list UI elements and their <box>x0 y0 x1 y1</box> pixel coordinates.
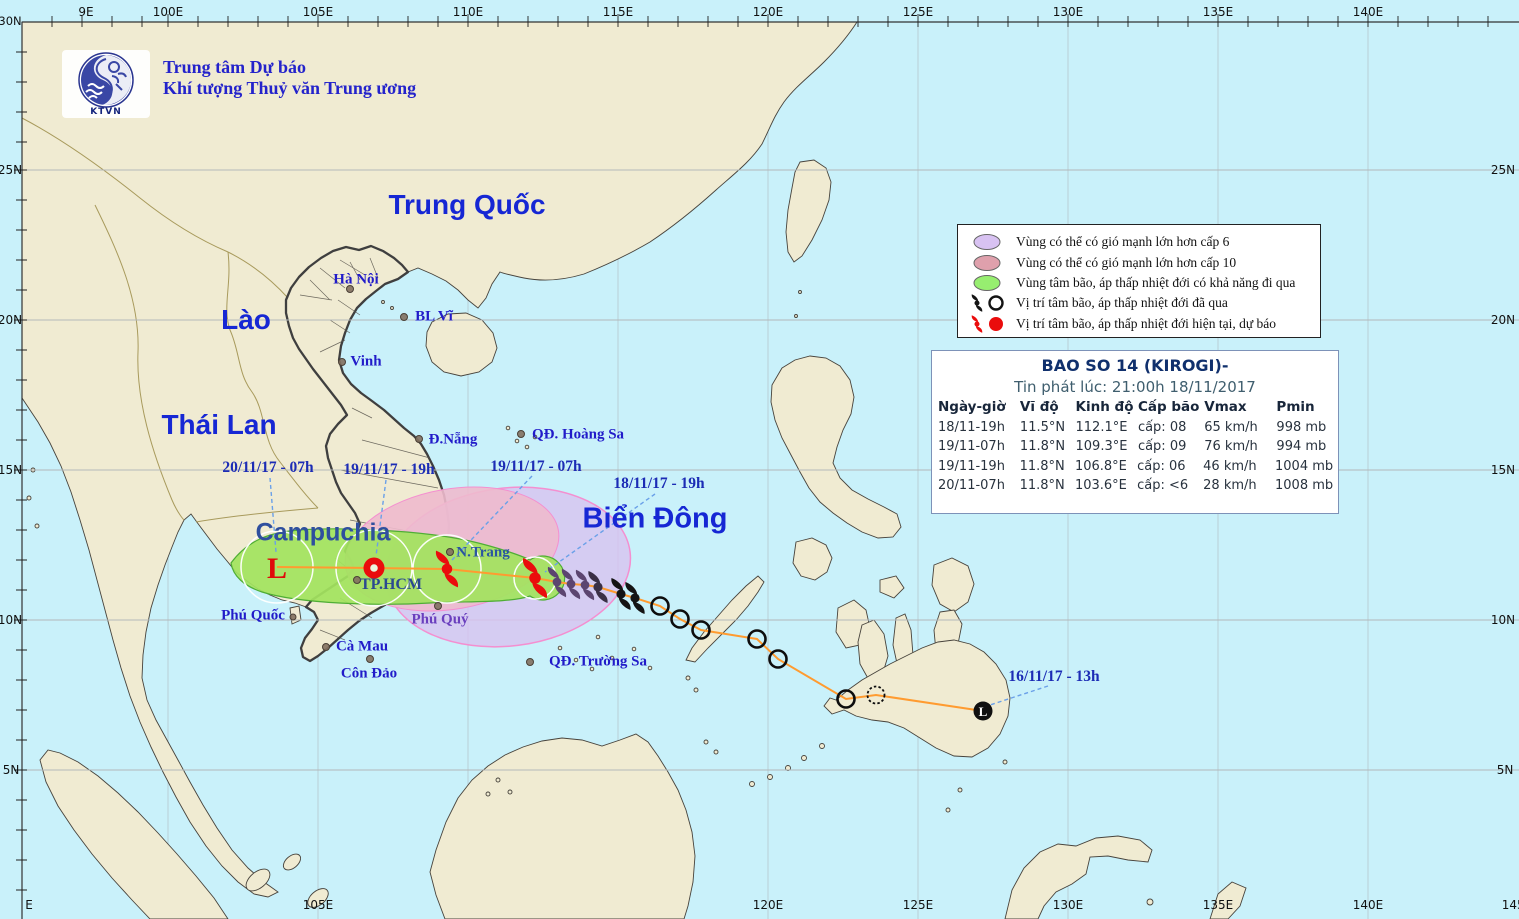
legend-row-current: Vị trí tâm bão, áp thấp nhiệt đới hiện t… <box>958 314 1320 334</box>
cell: 11.5°N <box>1019 419 1066 435</box>
legend-ellipse-pink-icon <box>958 254 1016 272</box>
mindanao-island <box>823 639 1011 758</box>
mindoro-island <box>792 537 833 581</box>
city-dots <box>289 285 534 666</box>
landmasses <box>21 21 1247 919</box>
storm-table-title: BAO SO 14 (KIROGI)- <box>1041 356 1229 375</box>
cell: 46 km/h <box>1203 458 1257 474</box>
org-name-line2: Khí tượng Thuỷ văn Trung ương <box>163 78 417 98</box>
cell: cấp: 09 <box>1137 439 1187 454</box>
cell: 109.3°E <box>1075 439 1128 454</box>
cell: 19/11-19h <box>938 458 1005 474</box>
masbate-island <box>879 575 905 599</box>
cell: 20/11-07h <box>938 478 1005 493</box>
svg-text:L: L <box>979 704 988 719</box>
track-corridor-zone <box>230 528 566 605</box>
samar-island <box>931 557 975 613</box>
storm-info-table: BAO SO 14 (KIROGI)- Tin phát lúc: 21:00h… <box>931 350 1339 514</box>
cell: 103.6°E <box>1074 478 1127 493</box>
cell: cấp: 06 <box>1137 458 1186 474</box>
label-leader-lines <box>269 475 1049 706</box>
cell: 11.8°N <box>1019 439 1066 454</box>
cell: 65 km/h <box>1204 419 1258 435</box>
legend-row-wind6: Vùng có thể có gió mạnh lớn hơn cấp 6 <box>958 232 1320 252</box>
hainan-island <box>425 312 498 377</box>
org-name: Trung tâm Dự báo Khí tượng Thuỷ văn Trun… <box>163 57 416 99</box>
palawan-island <box>685 575 765 663</box>
storm-table-header: Ngày-giờ Vĩ độ Kinh độ Cấp bão Vmax Pmin <box>938 398 1332 418</box>
legend-row-corridor: Vùng tâm bão, áp thấp nhiệt đới có khả n… <box>958 273 1320 293</box>
luzon-island <box>770 355 902 539</box>
sumatra-island <box>39 749 229 919</box>
cell: 19/11-07h <box>938 439 1005 454</box>
legend-label: Vùng có thể có gió mạnh lớn hơn cấp 6 <box>1016 234 1230 250</box>
storm-track-line <box>276 566 984 712</box>
cell: cấp: 08 <box>1137 419 1187 435</box>
taiwan-island <box>785 159 832 263</box>
legend-row-past: Vị trí tâm bão, áp thấp nhiệt đới đã qua <box>958 293 1320 313</box>
axis-ticks <box>14 14 1489 891</box>
col-header: Pmin <box>1276 399 1315 415</box>
table-row: 18/11-19h 11.5°N 112.1°E cấp: 08 65 km/h… <box>938 418 1332 438</box>
ktvn-logo-text: KTVN <box>90 107 122 117</box>
legend-typhoon-current-icon <box>958 314 1016 334</box>
legend-label: Vùng có thể có gió mạnh lớn hơn cấp 10 <box>1016 254 1237 270</box>
table-row: 19/11-19h 11.8°N 106.8°E cấp: 06 46 km/h… <box>938 457 1334 477</box>
track-start-symbol <box>973 701 993 721</box>
legend-row-wind10: Vùng có thể có gió mạnh lớn hơn cấp 10 <box>958 252 1320 272</box>
legend-label: Vị trí tâm bão, áp thấp nhiệt đới hiện t… <box>1016 315 1277 331</box>
col-header: Vĩ độ <box>1019 399 1059 415</box>
cell: 1008 mb <box>1275 478 1334 493</box>
table-row: 19/11-07h 11.8°N 109.3°E cấp: 09 76 km/h… <box>938 437 1332 457</box>
past-position-symbols: L <box>547 566 993 721</box>
org-name-line1: Trung tâm Dự báo <box>163 57 306 77</box>
vietnam-border <box>284 244 451 663</box>
cell: 28 km/h <box>1203 478 1257 493</box>
legend-label: Vùng tâm bão, áp thấp nhiệt đới có khả n… <box>1016 274 1296 290</box>
cell: 76 km/h <box>1204 439 1258 454</box>
legend-typhoon-past-icon <box>958 293 1016 313</box>
cell: 994 mb <box>1276 439 1327 454</box>
sulawesi-island <box>1004 835 1153 919</box>
cell: 106.8°E <box>1074 458 1127 474</box>
cell: 998 mb <box>1276 419 1327 435</box>
col-header: Kinh độ <box>1075 399 1134 415</box>
legend-box: Vùng có thể có gió mạnh lớn hơn cấp 6 Vù… <box>957 224 1321 338</box>
col-header: Cấp bão <box>1137 399 1200 415</box>
table-row: 20/11-07h 11.8°N 103.6°E cấp: <6 28 km/h… <box>938 476 1334 496</box>
ktvn-logo: KTVN <box>62 50 150 118</box>
storm-table-issued: Tin phát lúc: 21:00h 18/11/2017 <box>1014 378 1256 396</box>
cell: 1004 mb <box>1275 458 1334 474</box>
legend-ellipse-purple-icon <box>958 233 1016 251</box>
col-header: Vmax <box>1204 399 1247 415</box>
forecast-position-symbols: L <box>267 550 548 598</box>
cell: cấp: <6 <box>1137 478 1189 493</box>
country-borders <box>21 117 319 523</box>
cell: 11.8°N <box>1019 458 1065 474</box>
svg-text:L: L <box>267 552 287 585</box>
cell: 112.1°E <box>1075 419 1128 435</box>
ktvn-logo-icon <box>62 50 150 118</box>
axes-frame <box>14 14 1519 919</box>
halmahera-island <box>1209 881 1247 919</box>
col-header: Ngày-giờ <box>938 399 1006 415</box>
small-islands <box>26 290 1154 908</box>
legend-ellipse-green-icon <box>958 274 1016 292</box>
legend-label: Vị trí tâm bão, áp thấp nhiệt đới đã qua <box>1016 295 1228 311</box>
cell: 18/11-19h <box>938 419 1005 435</box>
cell: 11.8°N <box>1019 478 1065 493</box>
